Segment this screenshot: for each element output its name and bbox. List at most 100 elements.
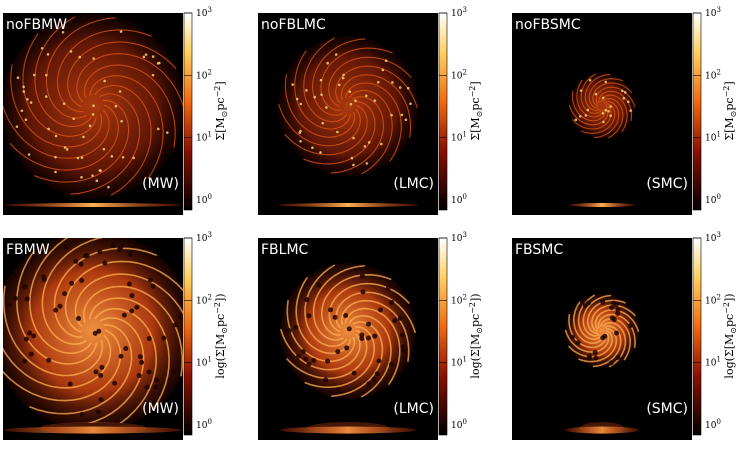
colorbar-tick-label: 100	[196, 193, 212, 206]
clump	[404, 118, 408, 122]
tick-exponent: 1	[207, 131, 211, 139]
cavity	[98, 397, 104, 403]
face-on-image	[279, 263, 417, 399]
cavity	[170, 369, 176, 375]
clump	[336, 130, 339, 134]
spiral-arm	[330, 96, 384, 174]
clump	[80, 176, 83, 179]
colorbar-tick-label: 101	[196, 356, 212, 369]
clump	[406, 86, 410, 90]
colorbar-tick-label: 100	[451, 193, 467, 206]
face-on-image	[278, 36, 418, 176]
clump	[352, 136, 355, 140]
clump	[602, 120, 605, 124]
spiral-arm	[53, 247, 157, 338]
cavity	[600, 335, 606, 341]
clump	[305, 89, 308, 92]
tick-exponent: 1	[716, 131, 720, 139]
cavity	[177, 314, 183, 320]
label-suffix: ]	[214, 81, 227, 85]
panel-title: noFBSMC	[515, 17, 581, 33]
cavity	[613, 302, 619, 308]
cavity	[378, 307, 384, 313]
clump	[325, 106, 328, 109]
colorbar	[438, 12, 448, 211]
clump	[80, 156, 84, 159]
spiral-arm	[593, 101, 620, 139]
cavity	[397, 315, 403, 321]
cavity	[615, 307, 621, 313]
clump	[120, 119, 123, 123]
panel-tag: (SMC)	[646, 176, 688, 192]
panel-title: FBMW	[6, 242, 50, 258]
spiral-arm	[34, 16, 92, 128]
cavity	[136, 373, 142, 379]
clump	[46, 53, 50, 56]
tick-base: 10	[451, 421, 463, 431]
colorbar-label: log(Σ[M⊙pc−2])	[722, 293, 738, 378]
spiral-arm	[571, 105, 612, 130]
clump	[601, 96, 605, 100]
tick-exponent: 1	[207, 356, 211, 364]
clump	[95, 179, 99, 183]
clump	[118, 90, 122, 93]
spiral-arm	[284, 104, 368, 156]
spiral-arm	[320, 47, 393, 111]
cavity	[78, 261, 84, 267]
clump	[348, 90, 352, 93]
clump	[319, 78, 323, 82]
spiral-arm	[588, 78, 624, 109]
panel-tag: (SMC)	[646, 401, 688, 417]
tick-exponent: 2	[462, 293, 466, 301]
spiral-arm	[577, 294, 602, 340]
spiral-arm	[82, 285, 183, 377]
label-sup: −2	[722, 302, 731, 314]
spiral-arm	[3, 285, 104, 377]
cavity	[173, 322, 179, 328]
clump	[132, 156, 135, 160]
tick-exponent: 2	[716, 293, 720, 301]
spiral-arm	[74, 273, 183, 328]
spiral-arm	[29, 324, 133, 415]
label-unit: pc	[214, 314, 227, 327]
spiral-arm	[599, 317, 632, 361]
cavity	[75, 315, 81, 321]
colorbar-tick-label: 101	[705, 131, 721, 144]
label-sup: −2	[722, 86, 731, 98]
spiral-arm	[294, 50, 351, 130]
clump	[54, 155, 57, 159]
clump	[299, 139, 302, 143]
colorbar-tick-label: 102	[705, 68, 721, 81]
edge-on-halo	[307, 422, 389, 434]
panel-title: noFBLMC	[261, 17, 326, 33]
clump	[114, 104, 118, 108]
cavity	[73, 258, 79, 264]
cavity	[335, 387, 341, 393]
colorbar-tick-label: 103	[705, 231, 721, 244]
cavity	[366, 321, 372, 327]
spiral-arm	[87, 317, 145, 423]
label-sup: −2	[468, 302, 477, 314]
cavity	[22, 358, 28, 364]
clump	[76, 156, 80, 160]
cavity	[570, 334, 576, 340]
edge-on-disk	[569, 203, 635, 207]
clump	[326, 61, 329, 65]
tick-base: 10	[705, 196, 717, 206]
cavity	[608, 360, 614, 366]
colorbar	[692, 237, 702, 436]
tick-base: 10	[196, 196, 208, 206]
spiral-arm	[578, 327, 618, 363]
spiral-arm	[3, 334, 112, 389]
label-suffix: ])	[723, 293, 736, 302]
cavity	[93, 369, 99, 375]
tick-exponent: 3	[207, 6, 211, 14]
cavity	[144, 384, 150, 390]
spiral-arm	[70, 93, 141, 195]
label-unit: pc	[723, 314, 736, 327]
cavity	[346, 326, 352, 332]
clump	[363, 145, 367, 148]
spiral-arm	[592, 82, 633, 107]
